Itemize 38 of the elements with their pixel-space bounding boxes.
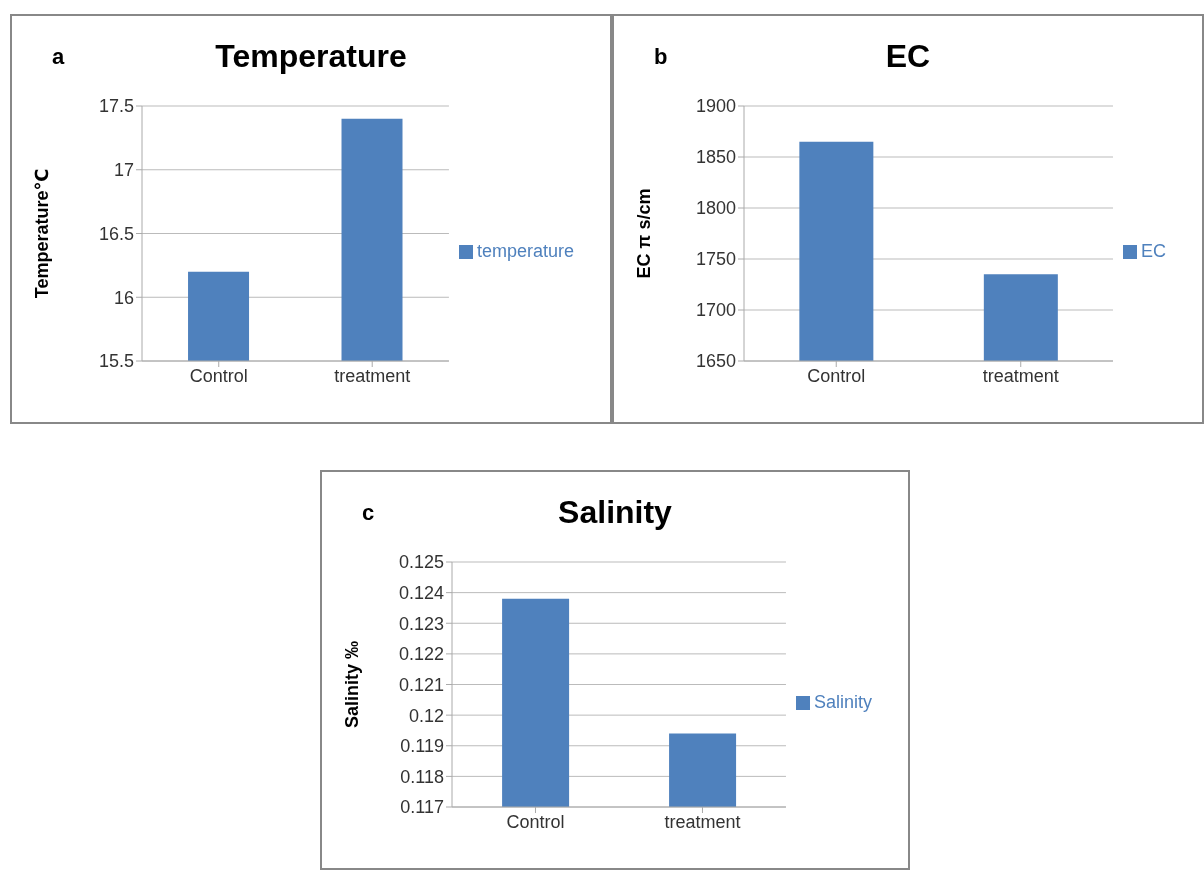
x-tick-label: treatment <box>664 811 741 832</box>
y-tick-label: 0.117 <box>400 797 444 818</box>
x-tick-label: treatment <box>334 365 411 386</box>
text: b <box>654 44 668 70</box>
y-tick-label: 1700 <box>695 300 736 321</box>
legend-label: EC <box>1140 240 1166 261</box>
chart-title: Salinity <box>558 494 672 530</box>
y-axis-title: Salinity ‰ <box>342 640 363 729</box>
y-tick-label: 0.124 <box>398 583 444 604</box>
y-tick-label: 1900 <box>695 96 736 117</box>
y-tick-label: 1750 <box>695 249 736 270</box>
y-tick-label: 1650 <box>695 351 736 372</box>
y-tick-label: 15.5 <box>98 351 134 372</box>
y-axis-title: Temperature℃ <box>32 168 53 299</box>
chart-title: EC <box>885 38 931 74</box>
y-axis-title: EC π s/cm <box>634 188 655 279</box>
y-tick-label: 1800 <box>695 198 736 219</box>
y-tick-label: 16 <box>113 287 134 308</box>
legend-label: temperature <box>476 240 574 261</box>
chart-title: Temperature <box>215 38 407 74</box>
y-tick-label: 0.122 <box>398 644 444 665</box>
y-tick-label: 16.5 <box>98 223 134 244</box>
y-tick-label: 0.12 <box>408 705 444 726</box>
y-tick-label: 0.123 <box>398 613 444 634</box>
legend-label: Salinity <box>813 691 872 712</box>
text: a <box>52 44 65 70</box>
y-tick-label: 0.121 <box>398 674 444 695</box>
x-tick-label: Control <box>807 365 866 386</box>
y-tick-label: 17.5 <box>98 96 134 117</box>
y-tick-label: 1850 <box>695 147 736 168</box>
y-tick-label: 0.119 <box>400 736 444 757</box>
x-tick-label: Control <box>189 365 248 386</box>
x-tick-label: Control <box>506 811 565 832</box>
y-tick-label: 0.125 <box>398 552 444 573</box>
y-tick-label: 0.118 <box>400 766 444 787</box>
x-tick-label: treatment <box>982 365 1059 386</box>
y-tick-label: 17 <box>113 160 134 181</box>
text: c <box>362 500 375 526</box>
